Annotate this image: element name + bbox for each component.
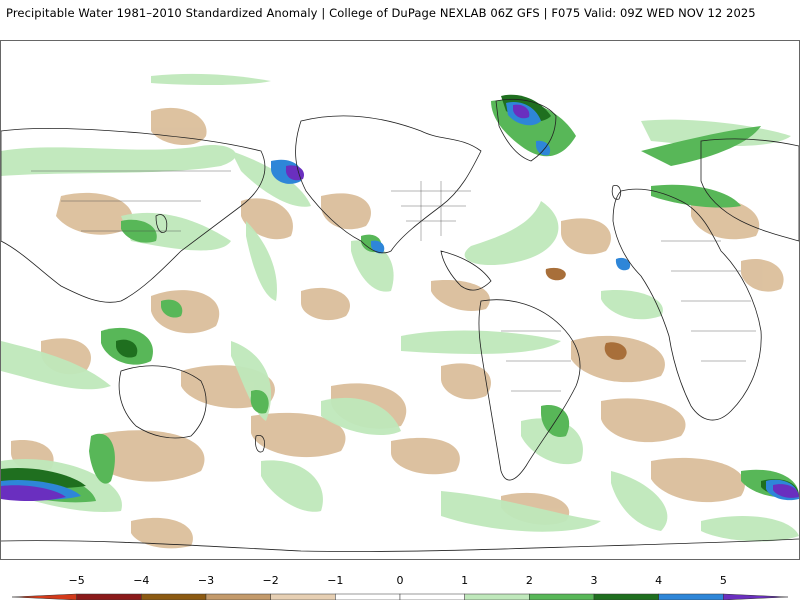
colorbar-tick-label: 2 [525,574,533,587]
colorbar-tick-label: 4 [655,574,663,587]
colorbar-segment [270,593,336,601]
colorbar: −5 −4 −3 −2 −1 0 1 2 3 4 5 [0,560,800,601]
map-panel [0,40,800,560]
negative-anomaly-areas [11,107,784,549]
colorbar-segment [723,593,789,601]
colorbar-tick-label: −3 [197,574,215,587]
colorbar-tick-label: −2 [262,574,279,587]
colorbar-tick-label: −5 [68,574,85,587]
political-borders [31,170,756,392]
colorbar-tick-label: −1 [327,574,344,587]
anomaly-map [1,73,799,552]
colorbar-svg [11,593,789,601]
colorbar-segment [529,593,595,601]
extreme-positive-anomaly-areas [1,104,799,501]
colorbar-segment [464,593,530,601]
colorbar-tick-label: 1 [461,574,469,587]
colorbar-segment [658,593,724,601]
strong-negative-anomaly-areas [545,267,627,360]
map-title: Precipitable Water 1981–2010 Standardize… [6,6,756,20]
colorbar-segment [399,593,465,601]
colorbar-tick-label: 0 [396,574,404,587]
colorbar-tick-label: −4 [133,574,150,587]
colorbar-segment [141,593,207,601]
colorbar-tick-label: 5 [719,574,727,587]
colorbar-segment [11,593,77,601]
colorbar-segment [205,593,271,601]
colorbar-segment [76,593,142,601]
colorbar-segment [593,593,659,601]
colorbar-segment [335,593,401,601]
coastlines [1,98,799,552]
colorbar-tick-label: 3 [590,574,598,587]
